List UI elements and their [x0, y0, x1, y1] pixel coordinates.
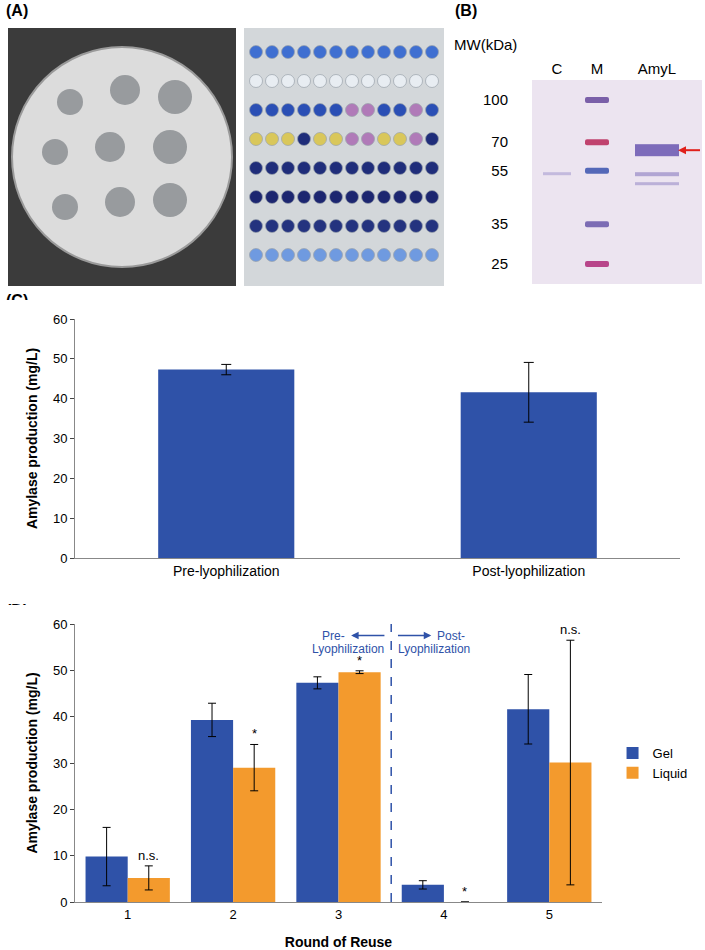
svg-text:50: 50	[53, 663, 67, 678]
svg-text:0: 0	[60, 895, 67, 910]
svg-text:40: 40	[53, 391, 67, 406]
svg-text:Lyophilization: Lyophilization	[398, 642, 470, 656]
svg-text:100: 100	[483, 91, 508, 108]
svg-text:*: *	[462, 884, 467, 899]
svg-text:AmyL: AmyL	[638, 60, 676, 77]
svg-text:60: 60	[53, 617, 67, 632]
svg-text:Amylase production (mg/L): Amylase production (mg/L)	[24, 672, 40, 853]
html-text:(B): (B)	[455, 2, 478, 19]
svg-text:30: 30	[53, 756, 67, 771]
svg-text:30: 30	[53, 431, 67, 446]
svg-text:20: 20	[53, 471, 67, 486]
html-text:(D): (D)	[6, 602, 29, 619]
svg-text:0: 0	[60, 551, 67, 566]
svg-text:20: 20	[53, 802, 67, 817]
html-text:(C): (C)	[6, 292, 29, 309]
svg-text:Pre-lyophilization: Pre-lyophilization	[173, 563, 280, 579]
svg-text:35: 35	[491, 215, 508, 232]
svg-text:60: 60	[53, 312, 67, 327]
svg-text:Round of Reuse: Round of Reuse	[285, 934, 393, 950]
svg-text:C: C	[552, 60, 563, 77]
svg-text:*: *	[357, 653, 362, 668]
svg-text:n.s.: n.s.	[560, 622, 581, 637]
svg-text:10: 10	[53, 848, 67, 863]
svg-text:3: 3	[335, 907, 342, 922]
svg-text:70: 70	[491, 133, 508, 150]
svg-text:MW(kDa): MW(kDa)	[454, 36, 517, 53]
svg-text:2: 2	[229, 907, 236, 922]
svg-text:10: 10	[53, 511, 67, 526]
svg-text:Post-lyophilization: Post-lyophilization	[472, 563, 585, 579]
svg-text:40: 40	[53, 709, 67, 724]
svg-text:Post-: Post-	[437, 629, 465, 643]
svg-text:Gel: Gel	[653, 746, 673, 761]
svg-text:Liquid: Liquid	[653, 766, 688, 781]
svg-text:50: 50	[53, 351, 67, 366]
svg-text:Lyophilization: Lyophilization	[312, 642, 384, 656]
svg-text:4: 4	[440, 907, 447, 922]
svg-text:*: *	[252, 726, 257, 741]
svg-text:55: 55	[491, 162, 508, 179]
svg-text:M: M	[591, 60, 604, 77]
html-text:(A): (A)	[6, 2, 29, 19]
svg-text:Amylase production (mg/L): Amylase production (mg/L)	[24, 348, 40, 529]
svg-text:1: 1	[124, 907, 131, 922]
svg-text:n.s.: n.s.	[138, 848, 159, 863]
svg-text:5: 5	[546, 907, 553, 922]
svg-text:25: 25	[491, 255, 508, 272]
svg-text:Pre-: Pre-	[322, 629, 345, 643]
